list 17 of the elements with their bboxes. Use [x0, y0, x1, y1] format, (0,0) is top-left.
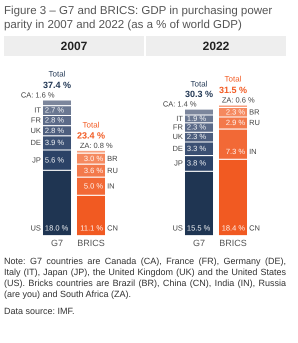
total-label: 30.3 %	[184, 89, 214, 100]
chart-title: 2022	[146, 36, 286, 56]
annotation: Total	[82, 120, 100, 130]
annotation: Total	[224, 74, 242, 84]
x-tick-label: BRICS	[77, 238, 105, 248]
annotation: Total	[48, 70, 66, 79]
x-tick-label: BRICS	[219, 238, 247, 248]
total-label: 37.4 %	[42, 80, 72, 90]
chart-title: 2007	[4, 36, 144, 56]
text: Note: G7 countries are Canada (CA), France (FR), Germany (DE), Italy (IT), Japan (JP), the United Kingdom (UK) and the United States (US). Bricks countries are Brazil (BR), China (CN), India (IN), Russia (are you) and South Africa (ZA).	[4, 256, 286, 300]
total-label: 31.5 %	[218, 85, 248, 96]
x-tick-label: G7	[50, 238, 64, 248]
x-tick-label: G7	[192, 238, 206, 248]
total-label: 23.4 %	[76, 130, 106, 140]
text: Figure 3 – G7 and BRICS: GDP in purchasing power parity in 2007 and 2022 (as a % of world GDP)	[4, 4, 274, 32]
source-note: Data source: IMF.	[4, 306, 76, 317]
annotation: Total	[190, 80, 208, 89]
